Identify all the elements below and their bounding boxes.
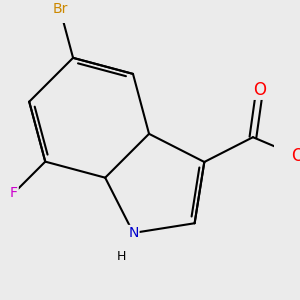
Text: H: H xyxy=(117,250,126,263)
Text: O: O xyxy=(253,81,266,99)
Text: F: F xyxy=(10,186,18,200)
Text: Br: Br xyxy=(52,2,68,16)
Text: N: N xyxy=(128,226,139,240)
Text: O: O xyxy=(291,147,300,165)
